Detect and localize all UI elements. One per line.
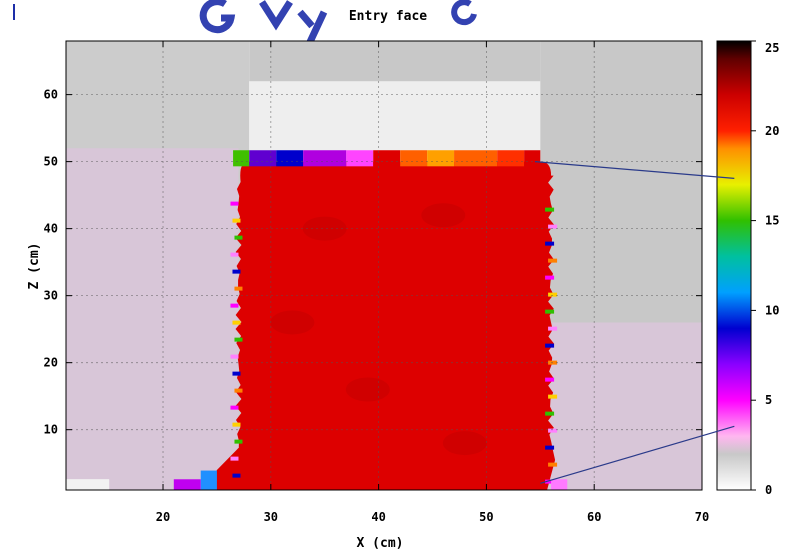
edge-pixel-left-12 [230,405,239,410]
edge-pixel-left-15 [230,456,239,461]
x-tick-label-0: 20 [156,510,170,524]
edge-pixel-left-7 [232,320,241,325]
y-tick-label-2: 30 [44,289,58,303]
field-mottle-2 [345,377,390,402]
background-region-1 [66,148,239,490]
edge-pixel-left-4 [232,269,241,274]
edge-pixel-right-8 [545,343,555,348]
y-tick-label-1: 20 [44,356,58,370]
x-axis-label: X (cm) [357,536,404,551]
colorbar-ticks: 0 5 10 15 20 25 [751,40,779,497]
field-mottle-3 [442,431,487,456]
field-mottle-0 [302,216,347,241]
colorbar-tick-label-0: 0 [765,483,772,497]
top-edge-segment-7 [427,150,455,167]
edge-pixel-left-5 [234,286,243,291]
edge-pixel-right-1 [548,224,558,229]
top-edge-segment-9 [497,150,525,167]
gridlines [66,41,702,490]
top-edge-segment-3 [303,150,347,167]
background-region-5 [540,322,702,490]
field-mottle-1 [421,203,466,228]
y-tick-label-3: 40 [44,222,58,236]
x-tick-label-5: 70 [695,510,709,524]
heatmap-plot-area [66,41,702,501]
edge-pixel-right-17 [548,497,557,501]
x-tick-label-1: 30 [264,510,278,524]
edge-pixel-left-16 [232,473,241,478]
edge-pixel-right-2 [545,241,555,246]
colorbar [716,40,752,491]
edge-pixel-left-1 [232,218,241,223]
chart-title: Entry face [349,9,427,24]
plot-frame [65,40,703,491]
y-axis-ticks: 10 20 30 40 50 60 [44,88,702,437]
colorbar-tick-label-2: 10 [765,303,779,317]
edge-pixel-left-13 [232,422,241,427]
top-edge-segment-0 [233,150,250,167]
top-edge-segment-5 [373,150,401,167]
edge-pixel-left-14 [234,439,243,444]
edge-pixel-left-17 [234,491,242,495]
x-tick-label-4: 60 [587,510,601,524]
edge-pixel-left-3 [230,252,239,257]
edge-pixel-left-0 [230,201,239,206]
edge-pixel-right-6 [545,309,555,314]
edge-pixel-left-8 [234,337,243,342]
y-tick-label-4: 50 [44,155,58,169]
top-edge-segment-8 [454,150,498,167]
irradiated-field [206,161,556,490]
top-edge-segment-1 [249,150,277,167]
edge-pixel-left-2 [234,235,243,240]
y-tick-label-5: 60 [44,88,58,102]
x-axis-ticks: 20 30 40 50 60 70 [156,41,709,524]
colorbar-tick-label-1: 5 [765,393,772,407]
background-region-3 [249,41,541,82]
edge-pixel-right-14 [545,445,555,450]
edge-pixel-right-7 [548,326,558,331]
edge-pixel-right-16 [545,479,555,484]
colorbar-gradient [716,40,752,491]
edge-pixel-right-11 [548,394,558,399]
colorbar-tick-label-5: 25 [765,41,779,55]
top-edge-segment-10 [524,150,541,167]
edge-pixel-right-10 [545,377,555,382]
slide-heading-fragment [13,0,477,44]
top-edge-segment-4 [346,150,374,167]
bottom-edge-segment-1 [173,479,201,490]
edge-pixel-right-3 [548,258,558,263]
annotation-lines [534,161,735,484]
field-mottle-4 [270,310,315,335]
bottom-edge-segment-2 [200,470,217,490]
y-axis-label: Z (cm) [27,243,42,290]
edge-pixel-right-0 [545,207,555,212]
top-edge-segment-6 [400,150,428,167]
edge-pixel-left-10 [232,371,241,376]
edge-pixel-right-12 [545,411,555,416]
edge-pixel-right-5 [548,292,558,297]
x-tick-label-2: 40 [371,510,385,524]
annotation-line-1 [540,425,735,484]
edge-pixel-right-4 [545,275,555,280]
bottom-edge-segment-0 [66,479,110,490]
bottom-edge-segment-3 [551,479,568,490]
edge-pixel-right-15 [548,462,558,467]
edge-pixel-left-9 [230,354,239,359]
colorbar-tick-label-4: 20 [765,124,779,138]
top-edge-segment-2 [276,150,304,167]
edge-pixel-left-11 [234,388,243,393]
colorbar-tick-label-3: 15 [765,214,779,228]
annotation-line-0 [534,161,735,179]
x-tick-label-3: 50 [479,510,493,524]
edge-pixel-right-13 [548,428,558,433]
y-tick-label-0: 10 [44,423,58,437]
edge-pixel-left-6 [230,303,239,308]
